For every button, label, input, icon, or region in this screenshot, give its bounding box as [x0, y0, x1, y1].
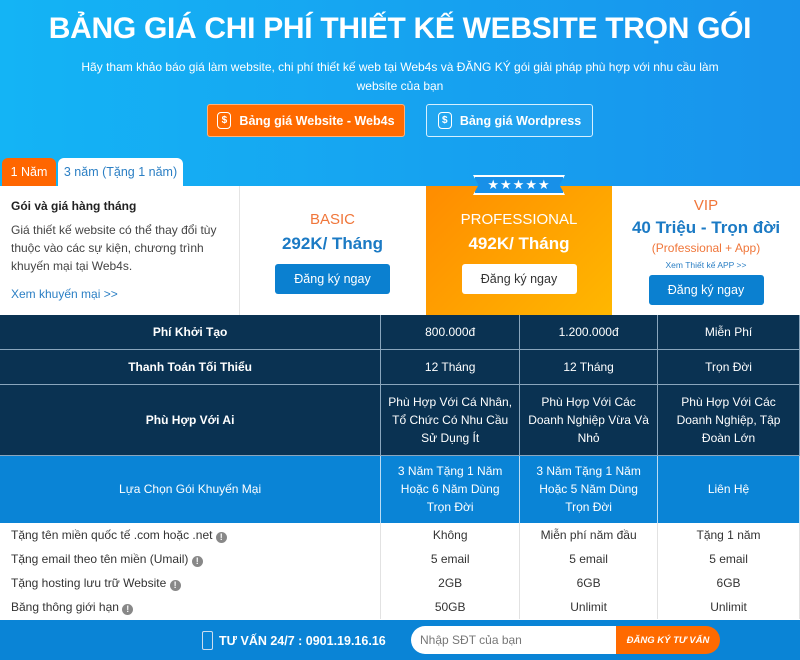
tab-3-years[interactable]: 3 năm (Tặng 1 năm) — [58, 158, 183, 186]
register-professional-button[interactable]: Đăng ký ngay — [461, 264, 577, 294]
feature-label: Băng thông giới hạn — [11, 600, 119, 614]
info-icon[interactable]: ! — [169, 580, 181, 591]
cell: 6GB — [519, 571, 659, 595]
register-vip-button[interactable]: Đăng ký ngay — [648, 275, 764, 305]
plan-name: BASIC — [309, 211, 355, 228]
consult-bar: TƯ VẤN 24/7 : 0901.19.16.16 ĐĂNG KÝ TƯ V… — [0, 620, 800, 660]
row-label: Tặng hosting lưu trữ Website ! — [0, 571, 382, 595]
tab-1-year[interactable]: 1 Năm — [2, 158, 56, 186]
cell: 800.000đ — [380, 315, 521, 350]
plan-price: 492K/ Tháng — [468, 234, 570, 253]
cell: 3 Năm Tặng 1 Năm Hoặc 6 Năm Dùng Trọn Đờ… — [380, 455, 521, 523]
cell: Unlimit — [657, 595, 800, 619]
plan-price: 40 Triệu - Trọn đời — [631, 218, 781, 237]
feature-label: Tặng email theo tên miền (Umail) — [11, 552, 189, 566]
cell: 50GB — [380, 595, 521, 619]
cell: 5 email — [380, 547, 521, 571]
table-row: Thanh Toán Tối Thiểu 12 Tháng 12 Tháng Trọn… — [0, 349, 800, 385]
pricing-table: Phí Khởi Tạo 800.000đ 1.200.000đ Miễn Phí T… — [0, 315, 800, 619]
cell: Phù Hợp Với Các Doanh Nghiệp Vừa Và Nhỏ — [519, 384, 659, 456]
feature-label: Tặng tên miền quốc tế .com hoặc .net — [11, 528, 213, 542]
cell: Trọn Đời — [657, 349, 800, 385]
hero-banner: BẢNG GIÁ CHI PHÍ THIẾT KẾ WEBSITE TRỌN G… — [0, 0, 800, 186]
feature-row: Tặng tên miền quốc tế .com hoặc .net ! Kh… — [0, 523, 800, 547]
wordpress-pricing-button[interactable]: $ Bảng giá Wordpress — [426, 104, 593, 137]
row-label: Thanh Toán Tối Thiểu — [0, 349, 382, 385]
register-basic-button[interactable]: Đăng ký ngay — [275, 264, 390, 294]
phone-icon — [202, 631, 213, 650]
plan-name: PROFESSIONAL — [460, 211, 578, 228]
row-label: Phù Hợp Với Ai — [0, 384, 382, 456]
promo-link[interactable]: Xem khuyến mại >> — [11, 287, 118, 301]
feature-label: Tặng hosting lưu trữ Website — [11, 576, 167, 590]
table-row: Phí Khởi Tạo 800.000đ 1.200.000đ Miễn Phí — [0, 315, 800, 350]
phone-input[interactable] — [411, 626, 616, 654]
plan-name: VIP — [693, 197, 719, 214]
intro-panel: Gói và giá hàng tháng Giá thiết kế websi… — [0, 186, 240, 315]
cell: 3 Năm Tặng 1 Năm Hoặc 5 Năm Dùng Trọn Đờ… — [519, 455, 659, 523]
row-label: Băng thông giới hạn ! — [0, 595, 382, 619]
dollar-icon: $ — [217, 112, 232, 129]
five-star-ribbon: ★★★★★ — [473, 175, 565, 195]
cell: 12 Tháng — [380, 349, 521, 385]
intro-text: Giá thiết kế website có thể thay đổi tùy… — [11, 223, 217, 273]
feature-row: Băng thông giới hạn ! 50GB Unlimit Unlimit — [0, 595, 800, 619]
app-design-link[interactable]: Xem Thiết kế APP >> — [665, 260, 747, 270]
row-label: Lựa Chọn Gói Khuyến Mại — [0, 455, 382, 523]
button-label: Bảng giá Wordpress — [459, 113, 582, 128]
cell: 5 email — [519, 547, 659, 571]
page-subtitle: Hãy tham khảo báo giá làm website, chi p… — [81, 60, 719, 93]
button-label: Bảng giá Website - Web4s — [239, 113, 395, 128]
hotline: TƯ VẤN 24/7 : 0901.19.16.16 — [202, 631, 386, 650]
plan-basic: BASIC 292K/ Tháng Đăng ký ngay — [240, 186, 425, 315]
plan-vip: VIP 40 Triệu - Trọn đời (Professional + … — [612, 186, 800, 315]
plan-professional: ★★★★★ PROFESSIONAL 492K/ Tháng Đăng ký n… — [426, 175, 612, 315]
web4s-pricing-button[interactable]: $ Bảng giá Website - Web4s — [207, 104, 405, 137]
cell: 6GB — [657, 571, 800, 595]
info-icon[interactable]: ! — [122, 604, 134, 615]
page-title: BẢNG GIÁ CHI PHÍ THIẾT KẾ WEBSITE TRỌN G… — [48, 12, 752, 45]
table-row: Phù Hợp Với Ai Phù Hợp Với Cá Nhân, Tổ Ch… — [0, 384, 800, 456]
cell: Phù Hợp Với Các Doanh Nghiệp, Tập Đoàn L… — [657, 384, 800, 456]
hotline-text: TƯ VẤN 24/7 : 0901.19.16.16 — [219, 633, 386, 648]
dollar-icon: $ — [437, 112, 452, 129]
feature-row: Tặng email theo tên miền (Umail) ! 5 emai… — [0, 547, 800, 571]
row-label: Tặng email theo tên miền (Umail) ! — [0, 547, 382, 571]
cell: Miễn Phí — [657, 315, 800, 350]
plan-price: 292K/ Tháng — [281, 234, 384, 253]
cell: Unlimit — [519, 595, 659, 619]
cell: 2GB — [380, 571, 521, 595]
feature-row: Tặng hosting lưu trữ Website ! 2GB 6GB 6GB — [0, 571, 800, 595]
cell: Tặng 1 năm — [657, 523, 800, 547]
cell: 5 email — [657, 547, 800, 571]
intro-heading: Gói và giá hàng tháng — [11, 199, 137, 213]
cell: Phù Hợp Với Cá Nhân, Tổ Chức Có Nhu Cầu … — [380, 384, 521, 456]
info-icon[interactable]: ! — [215, 532, 227, 543]
cell: Miễn phí năm đầu — [519, 523, 659, 547]
info-icon[interactable]: ! — [191, 556, 203, 567]
row-label: Phí Khởi Tạo — [0, 315, 382, 350]
register-consult-button[interactable]: ĐĂNG KÝ TƯ VẤN — [616, 626, 720, 654]
table-row: Lựa Chọn Gói Khuyến Mại 3 Năm Tặng 1 Năm … — [0, 455, 800, 523]
cell: Liên Hệ — [657, 455, 800, 523]
cell: Không — [380, 523, 521, 547]
cell: 1.200.000đ — [519, 315, 659, 350]
plan-note: (Professional + App) — [651, 241, 761, 255]
cell: 12 Tháng — [519, 349, 659, 385]
row-label: Tặng tên miền quốc tế .com hoặc .net ! — [0, 523, 382, 547]
